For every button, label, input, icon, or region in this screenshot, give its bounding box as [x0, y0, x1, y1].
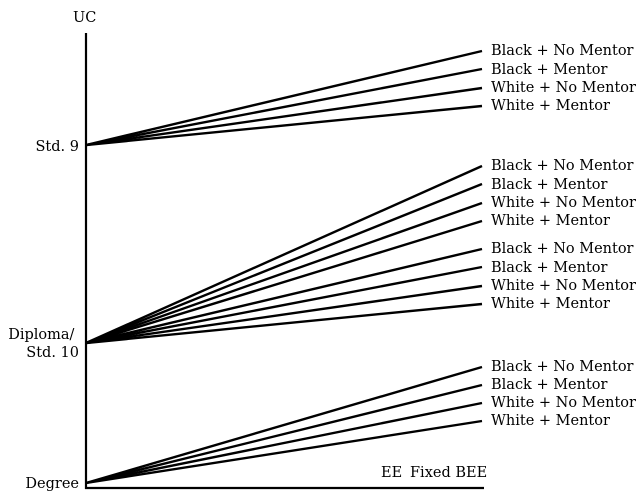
- fan-line: [85, 419, 483, 485]
- fan-line: [85, 383, 483, 485]
- fan-line: [85, 104, 483, 147]
- fan-line: [85, 182, 483, 345]
- line-label: White + No Mentor: [491, 195, 636, 211]
- origin-label-degree: Degree: [25, 476, 79, 492]
- line-label: Black + No Mentor: [491, 241, 634, 257]
- origin-label-diploma: Diploma/ Std. 10: [8, 327, 79, 361]
- fan-line: [85, 401, 483, 485]
- fan-line: [85, 201, 483, 345]
- fan-group-diploma: Black + No Mentor Black + Mentor White +…: [85, 158, 636, 345]
- x-axis-label-fixed-bee: Fixed BEE: [410, 465, 487, 481]
- fan-line: [85, 49, 483, 147]
- fan-line: [85, 302, 483, 345]
- line-label: White + No Mentor: [491, 80, 636, 96]
- line-label: Black + No Mentor: [491, 158, 634, 174]
- fan-group-degree: Black + No Mentor Black + Mentor White +…: [85, 359, 636, 485]
- fan-line: [85, 247, 483, 345]
- line-label: White + No Mentor: [491, 395, 636, 411]
- fan-line: [85, 265, 483, 345]
- line-label: White + Mentor: [491, 413, 610, 429]
- y-axis-label: UC: [73, 10, 96, 26]
- line-label: Black + Mentor: [491, 62, 608, 78]
- fan-group-std9: Black + No Mentor Black + Mentor White +…: [85, 43, 636, 147]
- origin-label-diploma-line1: Diploma/: [8, 327, 74, 343]
- line-label: White + Mentor: [491, 296, 610, 312]
- fan-line: [85, 164, 483, 345]
- fan-line: [85, 219, 483, 345]
- fan-line: [85, 67, 483, 147]
- fan-line: [85, 284, 483, 345]
- line-label: Black + Mentor: [491, 377, 608, 393]
- fan-line: [85, 365, 483, 485]
- origin-label-std9: Std. 9: [36, 139, 80, 155]
- line-label: White + Mentor: [491, 213, 610, 229]
- line-label: Black + Mentor: [491, 260, 608, 276]
- line-label: White + Mentor: [491, 98, 610, 114]
- line-label: White + No Mentor: [491, 278, 636, 294]
- line-label: Black + Mentor: [491, 177, 608, 193]
- fan-line: [85, 86, 483, 147]
- x-axis-label-ee: EE: [381, 465, 402, 481]
- line-label: Black + No Mentor: [491, 359, 634, 375]
- origin-label-diploma-line2: Std. 10: [26, 345, 79, 361]
- line-label: Black + No Mentor: [491, 43, 634, 59]
